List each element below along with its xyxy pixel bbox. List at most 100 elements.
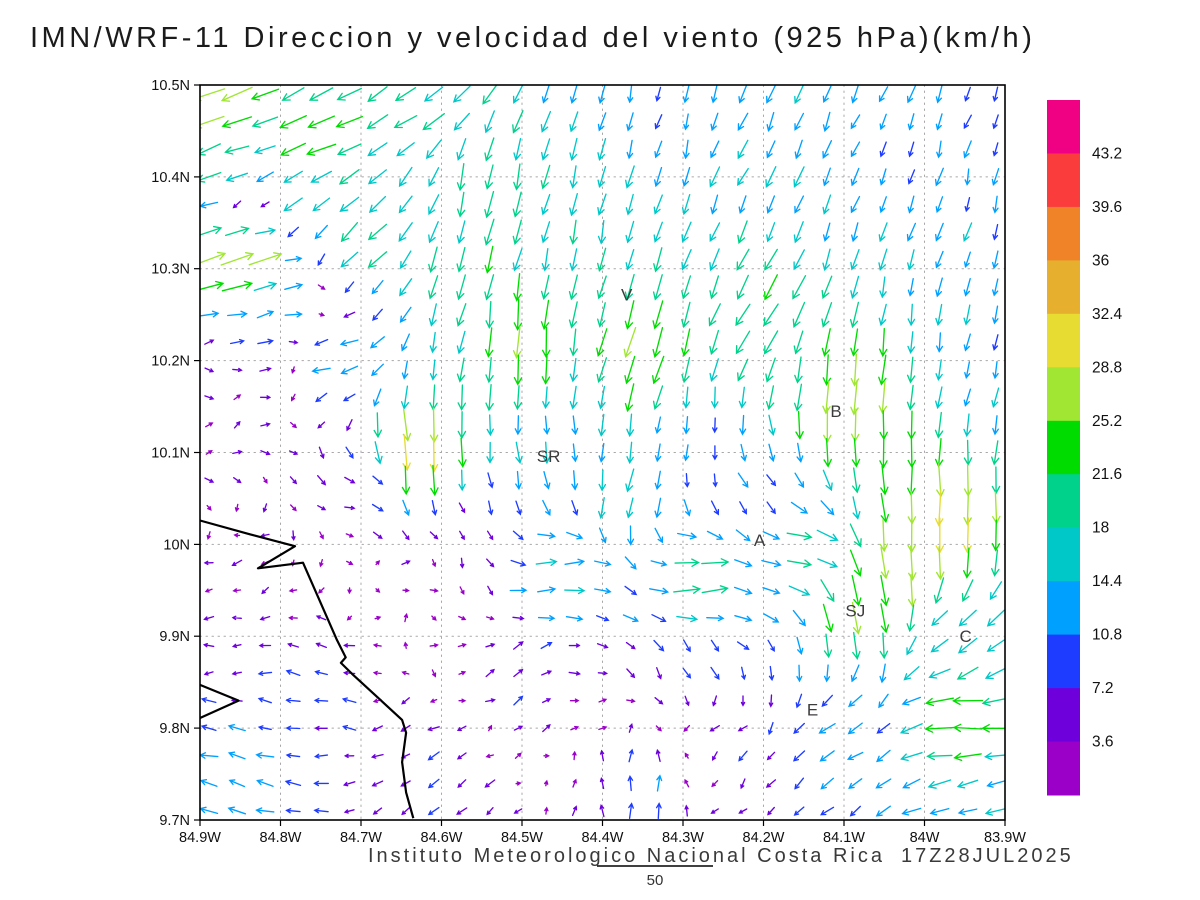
wind-arrow xyxy=(709,248,720,272)
wind-arrow xyxy=(851,222,859,243)
wind-arrow xyxy=(594,560,612,567)
wind-arrow xyxy=(458,437,467,469)
colorbar-tick-label: 43.2 xyxy=(1092,146,1122,163)
wind-arrow xyxy=(402,530,410,541)
station-label: B xyxy=(830,402,841,421)
wind-arrow xyxy=(903,666,920,681)
wind-arrow xyxy=(456,274,466,301)
wind-arrow xyxy=(594,587,612,595)
wind-arrow xyxy=(513,385,523,411)
wind-arrow xyxy=(709,166,721,188)
wind-arrow xyxy=(486,530,494,541)
wind-arrow xyxy=(951,696,984,706)
wind-arrow xyxy=(991,466,1001,495)
wind-arrow xyxy=(908,141,915,158)
wind-arrow xyxy=(964,86,971,102)
wind-arrow xyxy=(510,559,527,567)
wind-arrow xyxy=(788,585,811,596)
wind-arrow xyxy=(257,725,272,731)
wind-arrow xyxy=(515,441,523,465)
wind-arrow xyxy=(373,412,383,439)
wind-arrow xyxy=(319,531,324,540)
wind-arrow xyxy=(459,586,465,596)
wind-arrow xyxy=(710,140,720,159)
wind-arrow xyxy=(822,85,832,103)
wind-arrow xyxy=(203,615,215,621)
wind-arrow xyxy=(953,752,982,762)
wind-arrow xyxy=(369,336,385,349)
wind-arrow xyxy=(318,446,325,460)
wind-arrow xyxy=(248,252,283,266)
wind-arrow xyxy=(569,219,578,245)
wind-arrow xyxy=(541,248,550,272)
wind-arrow xyxy=(456,303,467,327)
lon-tick-label: 83.9W xyxy=(984,830,1026,846)
wind-arrow xyxy=(569,248,578,272)
wind-arrow xyxy=(343,753,355,759)
wind-arrow xyxy=(232,200,242,209)
wind-arrow xyxy=(935,386,943,410)
wind-arrow xyxy=(512,530,524,541)
wind-arrow xyxy=(879,168,887,186)
wind-arrow xyxy=(399,278,413,297)
wind-arrow xyxy=(708,303,721,327)
wind-arrow xyxy=(251,116,279,128)
wind-arrow xyxy=(484,218,495,246)
wind-arrow xyxy=(596,275,607,300)
wind-arrow xyxy=(736,274,749,300)
footer-credit: Instituto Meteorologico Nacional Costa R… xyxy=(368,845,885,867)
wind-arrow xyxy=(875,805,891,817)
wind-arrow xyxy=(313,753,329,759)
wind-arrow xyxy=(515,500,522,516)
lat-tick-label: 10.2N xyxy=(151,354,190,370)
wind-arrow xyxy=(821,275,833,300)
wind-arrow xyxy=(457,411,467,440)
wind-arrow xyxy=(956,666,979,680)
wind-arrow xyxy=(285,697,301,704)
wind-arrow xyxy=(935,222,944,242)
wind-arrow xyxy=(203,671,214,676)
wind-arrow xyxy=(372,475,384,485)
wind-arrow xyxy=(794,472,805,489)
wind-arrow xyxy=(259,395,272,400)
wind-arrow xyxy=(308,87,334,101)
wind-arrow xyxy=(431,615,437,621)
wind-arrow xyxy=(427,751,440,761)
wind-arrow xyxy=(992,278,999,297)
wind-arrow xyxy=(709,329,720,356)
wind-arrow xyxy=(200,752,219,759)
wind-arrow xyxy=(342,781,356,787)
wind-arrow xyxy=(423,86,444,102)
wind-arrow xyxy=(401,560,411,566)
wind-arrow xyxy=(541,670,553,676)
wind-arrow xyxy=(372,308,383,321)
wind-arrow xyxy=(374,441,383,465)
colorbar xyxy=(1047,100,1080,796)
wind-arrow xyxy=(711,780,719,788)
wind-arrow xyxy=(655,86,662,102)
wind-arrow xyxy=(794,112,805,131)
wind-arrow xyxy=(486,414,494,437)
wind-arrow xyxy=(626,139,634,160)
wind-arrow xyxy=(287,226,300,238)
wind-arrow xyxy=(793,806,805,816)
wind-arrow xyxy=(794,777,805,790)
wind-arrow xyxy=(259,366,272,372)
wind-arrow xyxy=(820,777,835,790)
wind-arrow xyxy=(250,88,280,101)
wind-arrow xyxy=(822,194,832,215)
wind-arrow xyxy=(851,574,862,607)
wind-arrow xyxy=(992,334,999,351)
wind-arrow xyxy=(429,643,439,648)
wind-arrow xyxy=(486,616,495,621)
wind-arrow xyxy=(766,501,776,515)
wind-arrow xyxy=(907,113,915,131)
wind-arrow xyxy=(766,195,776,214)
wind-arrow xyxy=(654,114,663,130)
wind-arrow xyxy=(542,386,550,410)
wind-arrow xyxy=(992,195,999,214)
wind-arrow xyxy=(542,441,551,465)
wind-arrow xyxy=(879,632,889,660)
wind-arrow xyxy=(934,167,944,187)
